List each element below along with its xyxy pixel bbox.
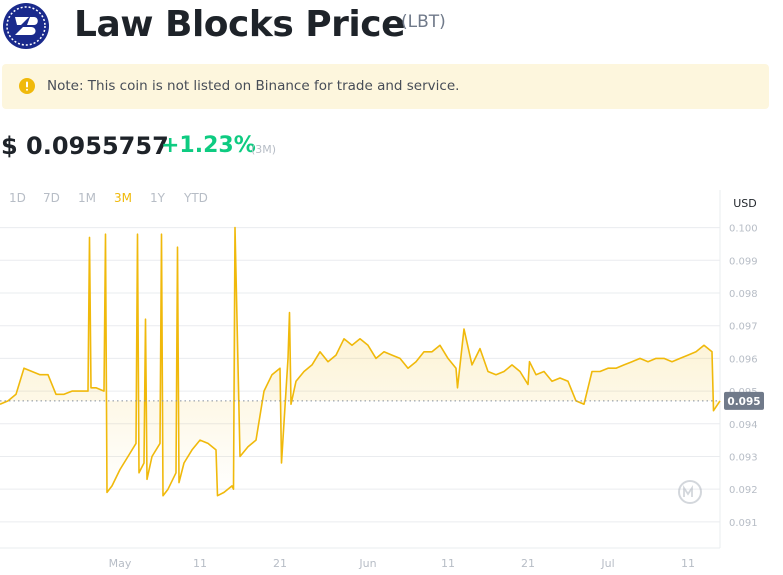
y-tick-label: 0.099 [729,256,758,267]
price-chart: USD 0.100 0.099 0.098 0.097 0.096 0.095 0.094 0.… [0,190,783,575]
y-tick-label: 0.094 [729,420,758,431]
x-tick-label: 11 [441,557,455,570]
coin-symbol: (LBT) [401,12,446,32]
range-button-7d[interactable]: 7D [43,191,60,205]
x-tick-label: 11 [193,557,207,570]
x-tick-label: May [109,557,132,570]
change-period: (3M) [251,143,277,156]
price-chart-svg: USD 0.100 0.099 0.098 0.097 0.096 0.095 0.094 0.… [0,190,764,570]
range-button-ytd[interactable]: YTD [184,191,208,205]
warning-icon [19,78,35,94]
y-tick-label: 0.098 [729,289,758,300]
x-tick-label: 21 [521,557,535,570]
x-tick-label: 21 [273,557,287,570]
x-tick-label: Jul [600,557,614,570]
y-tick-label: 0.100 [729,224,758,235]
y-tick-label: 0.096 [729,354,758,365]
currency-label: USD [733,197,757,210]
y-tick-label: 0.097 [729,322,758,333]
y-tick-label: 0.092 [729,485,758,496]
price-area [0,227,720,496]
y-tick-label: 0.093 [729,452,758,463]
current-price-badge [724,391,764,410]
listing-note-banner: Note: This coin is not listed on Binance… [2,64,769,109]
note-text: Note: This coin is not listed on Binance… [47,78,460,94]
law-blocks-logo [3,3,49,49]
price-change: +1.23% [161,133,256,158]
current-price-badge-label: 0.095 [727,396,760,408]
x-tick-label: 11 [681,557,695,570]
price-line [0,226,721,497]
range-button-1y[interactable]: 1Y [150,191,165,205]
coinmarketcap-watermark-icon [678,480,702,504]
page-header: Law Blocks Price (LBT) [0,0,783,56]
x-tick-label: Jun [358,557,376,570]
page-title: Law Blocks Price [74,4,406,45]
y-tick-label: 0.091 [729,518,758,529]
range-button-3m[interactable]: 3M [114,191,132,205]
range-button-1m[interactable]: 1M [78,191,96,205]
current-price: $ 0.0955757 [1,132,169,160]
range-button-1d[interactable]: 1D [9,191,26,205]
